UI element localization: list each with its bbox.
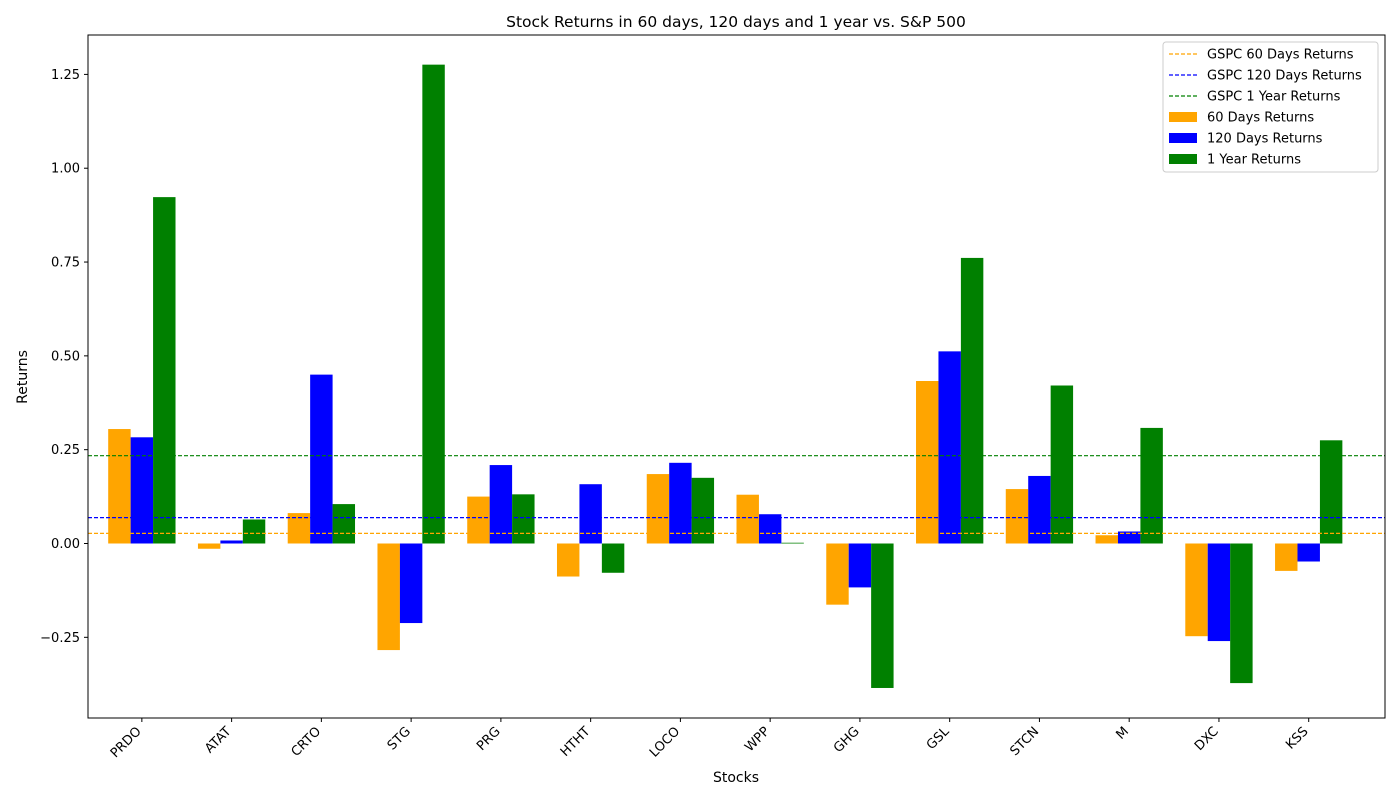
bar-prg-series-3 [512,494,535,544]
bar-m-series-3 [1140,427,1163,544]
bar-prdo-series-3 [153,197,176,544]
x-tick-label-m: M [1113,724,1132,743]
y-tick-label: −0.25 [40,631,80,646]
x-tick-label-htht: HTHT [558,724,594,760]
x-tick-label-stcn: STCN [1007,724,1042,759]
bar-ghg-series-2 [848,543,872,588]
bar-htht-series-3 [601,543,625,573]
bar-stg-series-1 [377,543,400,651]
bar-gsl-series-2 [938,351,961,544]
bar-prg-series-1 [467,496,490,544]
bar-ghg-series-3 [871,543,894,688]
x-tick-label-kss: KSS [1283,724,1311,752]
bar-stg-series-3 [422,64,445,544]
series-2-bars [130,351,1320,642]
legend-color-swatch [1169,133,1197,143]
legend-entry-label: 120 Days Returns [1207,132,1323,147]
bar-dxc-series-2 [1207,543,1231,642]
y-tick-label: 0.00 [51,537,80,552]
bar-prdo-series-2 [130,437,154,544]
y-tick-label: 0.75 [51,256,80,271]
x-tick-label-gsl: GSL [924,724,953,753]
y-axis-label: Returns [15,350,31,404]
x-tick-label-stg: STG [385,724,414,753]
x-axis: PRDO ATAT CRTO STG PRG HTHT LOCO WPP GHG GSL STCN M… [108,718,1312,761]
bars-layer [108,64,1343,688]
bar-loco-series-3 [691,477,715,544]
bar-m-series-1 [1095,535,1118,544]
bar-stcn-series-2 [1028,475,1051,544]
bar-atat-series-3 [242,519,266,544]
plot-area-frame [87,34,1386,719]
bar-gsl-series-1 [916,381,939,544]
legend-entry-label: 60 Days Returns [1207,111,1314,126]
legend-frame [1162,41,1379,173]
reference-lines-layer [88,455,1385,534]
bar-loco-series-1 [646,474,670,544]
x-tick-label-wpp: WPP [742,724,773,755]
bar-dxc-series-1 [1185,543,1208,637]
chart-title: Stock Returns in 60 days, 120 days and 1… [506,13,966,31]
y-tick-label: 0.50 [51,349,80,364]
bar-wpp-series-2 [758,514,782,544]
y-axis: −0.25 0.00 0.25 0.50 0.75 1.00 1.25 [40,68,88,646]
bar-wpp-series-3 [781,542,804,544]
bar-prdo-series-1 [108,429,131,544]
bar-stcn-series-1 [1005,489,1029,544]
bar-atat-series-1 [197,543,221,549]
legend-color-swatch [1169,112,1197,122]
series-3-bars [153,64,1343,688]
bar-crto-series-1 [287,513,311,544]
bar-prg-series-2 [489,465,513,544]
bar-wpp-series-1 [736,494,759,544]
y-tick-label: 0.25 [51,443,80,458]
bar-kss-series-1 [1275,543,1298,571]
x-tick-label-ghg: GHG [831,724,863,756]
bar-ghg-series-1 [826,543,849,605]
bar-crto-series-3 [332,504,356,544]
x-tick-label-crto: CRTO [289,724,325,760]
x-tick-label-loco: LOCO [647,724,683,760]
bar-stcn-series-3 [1050,385,1074,544]
legend: GSPC 60 Days Returns GSPC 120 Days Return… [1162,41,1379,173]
bar-atat-series-2 [220,540,243,544]
x-tick-label-dxc: DXC [1192,724,1222,754]
bar-gsl-series-3 [960,257,984,544]
x-axis-label: Stocks [713,770,759,786]
bar-kss-series-2 [1297,543,1320,562]
x-tick-label-prdo: PRDO [108,724,145,761]
legend-entry-label: 1 Year Returns [1207,153,1301,168]
legend-entry-label: GSPC 60 Days Returns [1207,48,1354,63]
y-tick-label: 1.25 [51,68,80,83]
bar-htht-series-1 [556,543,580,577]
y-tick-label: 1.00 [51,162,80,177]
bar-loco-series-2 [669,462,692,544]
bar-stg-series-2 [399,543,423,624]
legend-entry-label: GSPC 1 Year Returns [1207,90,1341,105]
legend-entry-label: GSPC 120 Days Returns [1207,69,1362,84]
x-tick-label-atat: ATAT [202,724,234,756]
bar-dxc-series-3 [1230,543,1253,684]
series-1-bars [108,381,1298,651]
bar-m-series-2 [1117,531,1141,544]
bar-crto-series-2 [310,374,333,544]
legend-color-swatch [1169,154,1197,164]
bar-htht-series-2 [579,484,602,544]
x-tick-label-prg: PRG [474,724,504,754]
